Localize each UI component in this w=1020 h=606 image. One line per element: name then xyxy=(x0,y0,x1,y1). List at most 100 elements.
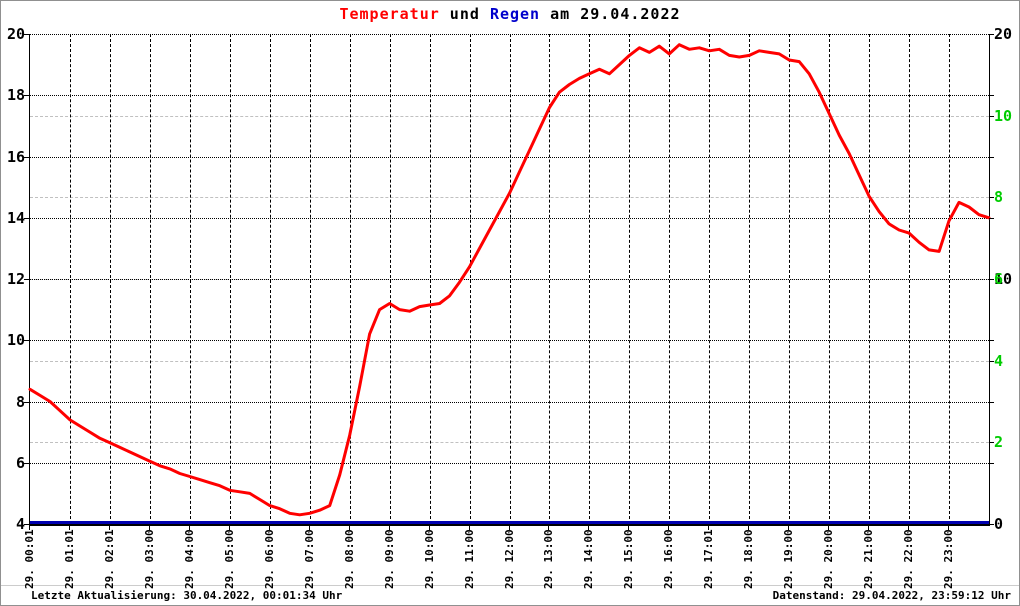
left-tick-12 xyxy=(24,279,29,280)
gridline-hour-9 xyxy=(389,34,391,524)
bottom-tick-17 xyxy=(708,526,710,530)
bottom-tick-20 xyxy=(828,526,830,530)
gridline-hour-8 xyxy=(349,34,351,524)
right-green-tick-2 xyxy=(989,442,994,444)
x-axis-label-8: 29. 08:00 xyxy=(342,529,356,589)
right-green-tick-6 xyxy=(989,279,994,280)
bottom-tick-7 xyxy=(308,526,310,530)
x-axis-label-1: 29. 01:01 xyxy=(62,529,76,589)
right-tick-6 xyxy=(989,462,994,464)
bottom-tick-5 xyxy=(228,526,230,530)
y-axis-label-4: 4 xyxy=(15,515,25,533)
x-axis-label-12: 29. 12:00 xyxy=(502,529,516,589)
y-axis-label-10: 10 xyxy=(6,331,25,350)
gridline-hour-17 xyxy=(709,34,711,524)
gridline-hour-10 xyxy=(429,34,431,524)
x-axis-label-7: 29. 07:00 xyxy=(302,529,316,589)
gridline-hour-1 xyxy=(69,34,71,524)
x-axis-label-0: 29. 00:01 xyxy=(23,529,36,589)
x-axis-label-5: 29. 05:00 xyxy=(222,529,236,589)
bottom-tick-3 xyxy=(148,526,150,530)
right-tick-16 xyxy=(989,156,994,158)
bottom-tick-23 xyxy=(948,526,950,530)
right-tick-20 xyxy=(989,34,994,35)
x-axis-label-22: 29. 22:00 xyxy=(902,529,916,589)
gridline-hour-18 xyxy=(749,34,751,524)
title-date: am 29.04.2022 xyxy=(540,5,681,23)
x-axis-label-9: 29. 09:00 xyxy=(382,529,396,589)
x-axis-label-10: 29. 10:00 xyxy=(422,529,436,589)
bottom-tick-9 xyxy=(388,526,390,530)
right-tick-8 xyxy=(989,401,994,403)
gridline-hour-5 xyxy=(229,34,231,524)
title-rain: Regen xyxy=(489,5,541,23)
last-update-text: Letzte Aktualisierung: 30.04.2022, 00:01… xyxy=(31,589,343,602)
x-axis-label-4: 29. 04:00 xyxy=(182,529,196,589)
bottom-tick-22 xyxy=(908,526,910,530)
right-green-tick-4 xyxy=(989,360,994,362)
right-tick-4 xyxy=(989,524,994,525)
left-tick-10 xyxy=(24,340,29,342)
data-status-text: Datenstand: 29.04.2022, 23:59:12 Uhr xyxy=(772,589,1011,602)
x-axis-label-3: 29. 03:00 xyxy=(142,529,156,589)
footer-bar: Letzte Aktualisierung: 30.04.2022, 00:01… xyxy=(1,585,1019,605)
x-axis-label-23: 29. 23:00 xyxy=(942,529,956,589)
right-green-tick-10 xyxy=(989,115,994,117)
bottom-tick-2 xyxy=(108,526,110,530)
bottom-tick-1 xyxy=(68,526,70,530)
x-axis-label-19: 29. 19:00 xyxy=(782,529,796,589)
gridline-hour-20 xyxy=(829,34,831,524)
right-tick-14 xyxy=(989,217,994,219)
right-axis-black-label-10: 10 xyxy=(994,270,1013,288)
bottom-tick-16 xyxy=(668,526,670,530)
x-axis-label-2: 29. 02:01 xyxy=(102,529,116,589)
x-axis-label-14: 29. 14:00 xyxy=(582,529,596,589)
y-axis-label-20: 20 xyxy=(6,25,25,43)
left-tick-20 xyxy=(24,34,29,35)
x-axis-label-21: 29. 21:00 xyxy=(862,529,876,589)
title-und: und xyxy=(439,5,490,23)
bottom-tick-6 xyxy=(268,526,270,530)
x-axis-label-20: 29. 20:00 xyxy=(822,529,836,589)
right-axis-black-label-20: 20 xyxy=(994,25,1013,43)
gridline-hour-13 xyxy=(549,34,551,524)
x-axis-label-13: 29. 13:00 xyxy=(542,529,556,589)
x-axis-label-6: 29. 06:00 xyxy=(262,529,276,589)
left-tick-16 xyxy=(24,156,29,158)
bottom-tick-4 xyxy=(188,526,190,530)
bottom-tick-0 xyxy=(29,526,30,530)
right-axis-green-label-4: 4 xyxy=(994,351,1004,370)
gridline-hour-19 xyxy=(789,34,791,524)
right-axis-black-label-0: 0 xyxy=(994,515,1004,533)
gridline-hour-6 xyxy=(269,34,271,524)
x-axis-label-11: 29. 11:00 xyxy=(462,529,476,589)
gridline-hour-14 xyxy=(589,34,591,524)
left-tick-14 xyxy=(24,217,29,219)
x-axis-label-15: 29. 15:00 xyxy=(622,529,636,589)
gridline-hour-12 xyxy=(509,34,511,524)
bottom-tick-14 xyxy=(588,526,590,530)
y-axis-label-14: 14 xyxy=(6,208,25,227)
bottom-tick-8 xyxy=(348,526,350,530)
y-axis-label-18: 18 xyxy=(6,86,25,105)
gridline-hour-2 xyxy=(109,34,111,524)
bottom-tick-13 xyxy=(548,526,550,530)
right-axis-green-label-6: 6 xyxy=(994,270,1004,288)
bottom-tick-12 xyxy=(508,526,510,530)
y-axis-label-8: 8 xyxy=(15,392,25,411)
gridline-hour-15 xyxy=(629,34,631,524)
gridline-hour-4 xyxy=(189,34,191,524)
gridline-hour-16 xyxy=(669,34,671,524)
gridline-hour-11 xyxy=(469,34,471,524)
left-tick-6 xyxy=(24,462,29,464)
y-axis-label-12: 12 xyxy=(6,270,25,288)
x-axis-label-17: 29. 17:01 xyxy=(702,529,716,589)
right-axis-green-label-10: 10 xyxy=(994,106,1013,125)
left-tick-4 xyxy=(24,524,29,525)
plot-area xyxy=(28,34,991,526)
right-axis-green-label-2: 2 xyxy=(994,433,1004,452)
bottom-tick-15 xyxy=(628,526,630,530)
left-tick-8 xyxy=(24,401,29,403)
right-tick-10 xyxy=(989,340,994,342)
